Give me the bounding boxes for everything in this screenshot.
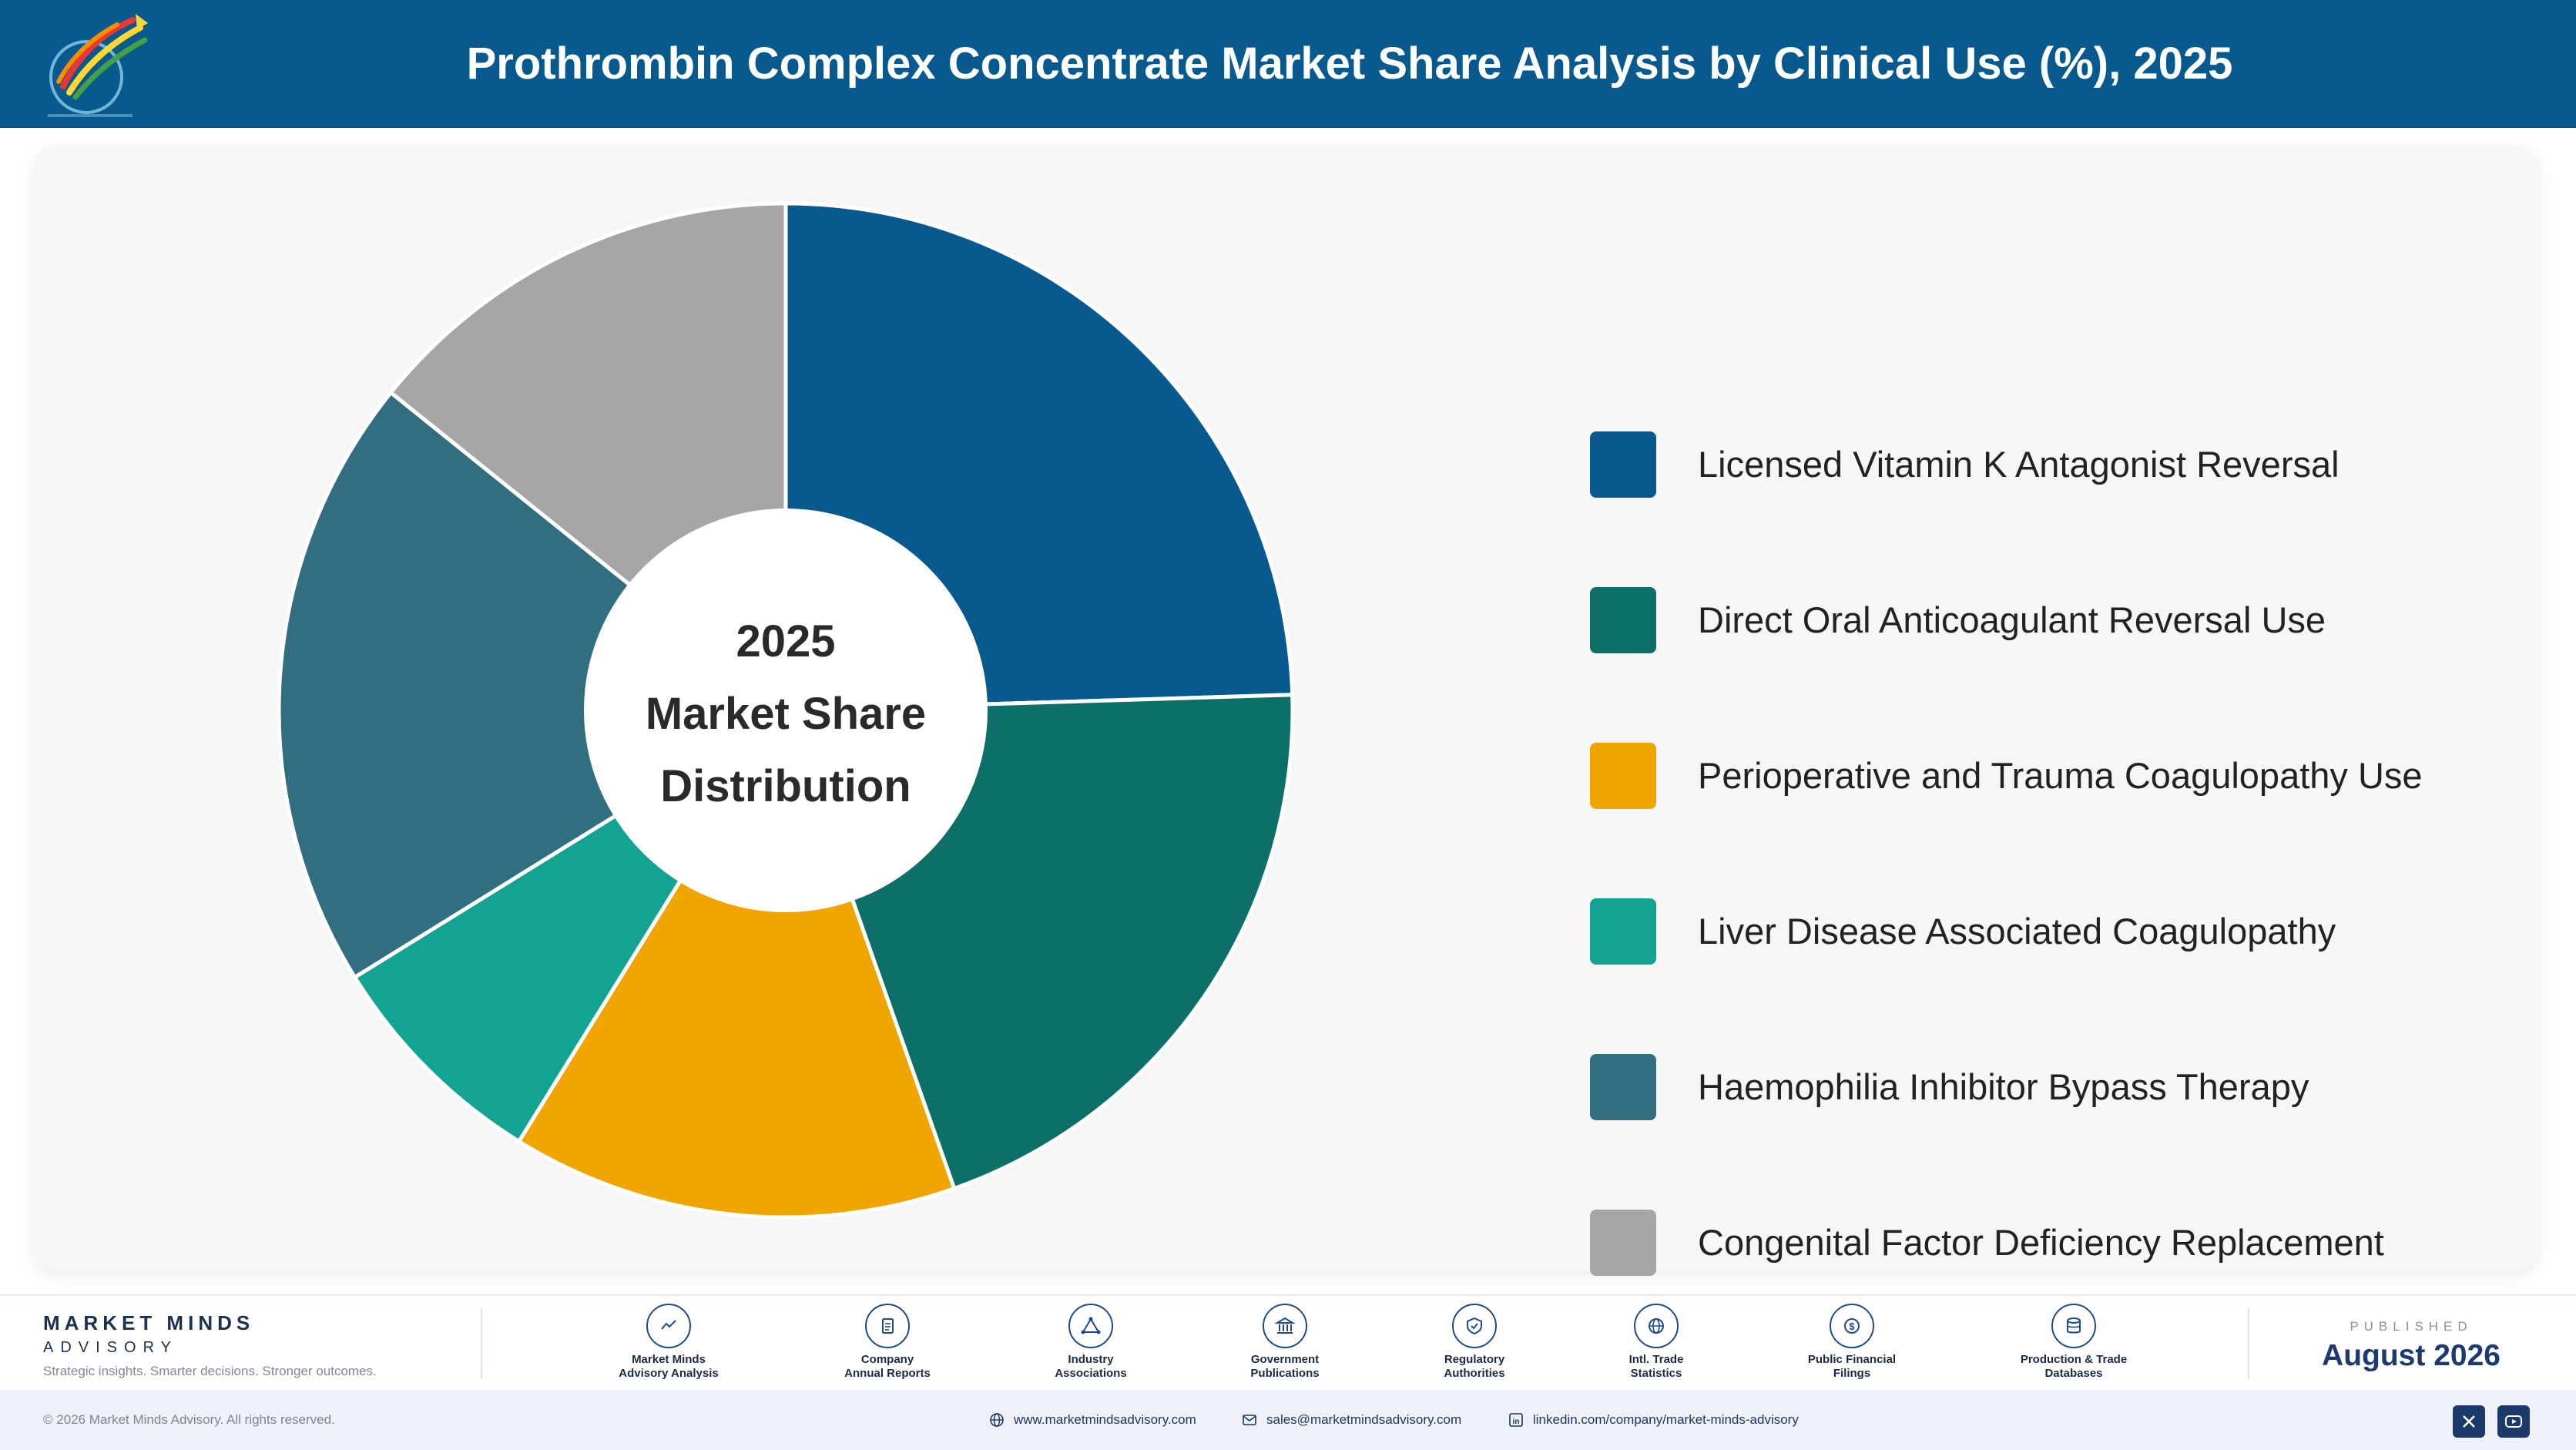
source-label: Public Financial Filings bbox=[1775, 1353, 1929, 1381]
legend-swatch bbox=[1590, 898, 1656, 965]
government-building-icon bbox=[1263, 1304, 1307, 1348]
legend-label: Direct Oral Anticoagulant Reversal Use bbox=[1698, 599, 2326, 640]
copyright-text: © 2026 Market Minds Advisory. All rights… bbox=[43, 1412, 335, 1427]
source-label-line-2: Databases bbox=[2044, 1367, 2103, 1380]
website-link[interactable]: www.marketmindsadvisory.com bbox=[989, 1390, 1196, 1450]
document-icon bbox=[865, 1304, 910, 1348]
source-item: Market Minds Advisory Analysis bbox=[592, 1304, 746, 1381]
source-label-line-2: Statistics bbox=[1630, 1367, 1682, 1380]
legend-label: Congenital Factor Deficiency Replacement bbox=[1698, 1222, 2384, 1263]
source-label: Intl. Trade Statistics bbox=[1579, 1353, 1733, 1381]
source-label: Market Minds Advisory Analysis bbox=[592, 1353, 746, 1381]
source-label-line-2: Publications bbox=[1250, 1367, 1320, 1380]
source-label-line-1: Company bbox=[860, 1353, 914, 1366]
footer-sources-bar: MARKET MINDS ADVISORY Strategic insights… bbox=[0, 1294, 2576, 1388]
pie-slice-5 bbox=[277, 389, 790, 980]
database-icon bbox=[2051, 1304, 2096, 1348]
legend-item: Perioperative and Trauma Coagulopathy Us… bbox=[1590, 743, 2530, 811]
trend-chart-icon bbox=[646, 1304, 691, 1348]
source-label-line-1: Public Financial bbox=[1807, 1353, 1897, 1366]
legend-swatch bbox=[1590, 587, 1656, 653]
source-item: Production & Trade Databases bbox=[1997, 1304, 2151, 1381]
legend-swatch bbox=[1590, 1054, 1656, 1120]
source-label-line-2: Associations bbox=[1055, 1367, 1127, 1380]
legend-item: Congenital Factor Deficiency Replacement bbox=[1590, 1210, 2530, 1277]
source-item: Intl. Trade Statistics bbox=[1579, 1304, 1733, 1381]
website-text: www.marketmindsadvisory.com bbox=[1014, 1412, 1196, 1427]
x-icon bbox=[2463, 1415, 2475, 1428]
center-label-line-2: Market Share bbox=[646, 689, 926, 739]
dollar-coin-icon: $ bbox=[1830, 1304, 1874, 1348]
source-label-line-1: Industry bbox=[1068, 1353, 1114, 1366]
brand-subtitle: ADVISORY bbox=[43, 1339, 178, 1356]
legend-swatch bbox=[1590, 1210, 1656, 1276]
published-label: PUBLISHED bbox=[2350, 1319, 2473, 1334]
x-social-button[interactable] bbox=[2453, 1405, 2485, 1438]
legend-label: Liver Disease Associated Coagulopathy bbox=[1698, 911, 2336, 952]
legend-swatch bbox=[1590, 431, 1656, 498]
published-date: August 2026 bbox=[2322, 1339, 2501, 1372]
source-label-line-1: Market Minds bbox=[632, 1353, 706, 1366]
svg-text:$: $ bbox=[1849, 1321, 1855, 1332]
source-label-line-1: Production & Trade bbox=[2020, 1353, 2128, 1366]
center-label-line-3: Distribution bbox=[660, 761, 911, 811]
source-item: Industry Associations bbox=[1014, 1304, 1168, 1381]
shield-check-icon bbox=[1452, 1304, 1497, 1348]
globe-icon bbox=[990, 1413, 1004, 1427]
source-label-line-2: Filings bbox=[1833, 1367, 1871, 1380]
source-item: Government Publications bbox=[1208, 1304, 1362, 1381]
brand-name: MARKET MINDS bbox=[43, 1311, 255, 1334]
legend-swatch bbox=[1590, 743, 1656, 809]
legend-item: Licensed Vitamin K Antagonist Reversal bbox=[1590, 431, 2530, 499]
network-icon bbox=[1068, 1304, 1113, 1348]
company-logo bbox=[48, 14, 148, 117]
source-item: Company Annual Reports bbox=[810, 1304, 964, 1381]
source-label-line-2: Authorities bbox=[1444, 1367, 1505, 1380]
legend-label: Haemophilia Inhibitor Bypass Therapy bbox=[1698, 1066, 2309, 1107]
source-item: Regulatory Authorities bbox=[1397, 1304, 1551, 1381]
page-title: Prothrombin Complex Concentrate Market S… bbox=[466, 39, 2233, 89]
legend-label: Perioperative and Trauma Coagulopathy Us… bbox=[1698, 755, 2423, 796]
footer-contact-bar: © 2026 Market Minds Advisory. All rights… bbox=[0, 1390, 2576, 1450]
source-item: $ Public Financial Filings bbox=[1775, 1304, 1929, 1381]
linkedin-link[interactable]: in linkedin.com/company/market-minds-adv… bbox=[1508, 1390, 1799, 1450]
linkedin-icon: in bbox=[1509, 1413, 1523, 1427]
youtube-social-button[interactable] bbox=[2497, 1405, 2530, 1438]
legend-item: Haemophilia Inhibitor Bypass Therapy bbox=[1590, 1054, 2530, 1122]
footer-divider bbox=[481, 1308, 482, 1379]
source-label-line-2: Annual Reports bbox=[844, 1367, 931, 1380]
youtube-icon bbox=[2505, 1415, 2522, 1428]
chart-card: 2025 Market Share Distribution Licensed … bbox=[34, 146, 2539, 1276]
source-label: Company Annual Reports bbox=[810, 1353, 964, 1381]
brand-tagline: Strategic insights. Smarter decisions. S… bbox=[43, 1364, 377, 1378]
mail-icon bbox=[1243, 1415, 1256, 1425]
email-link[interactable]: sales@marketmindsadvisory.com bbox=[1242, 1390, 1461, 1450]
donut-hole bbox=[584, 509, 988, 912]
linkedin-text: linkedin.com/company/market-minds-adviso… bbox=[1533, 1412, 1799, 1427]
source-label-line-1: Regulatory bbox=[1444, 1353, 1505, 1366]
svg-text:in: in bbox=[1513, 1418, 1520, 1426]
legend-label: Licensed Vitamin K Antagonist Reversal bbox=[1698, 444, 2340, 485]
globe-icon bbox=[1634, 1304, 1679, 1348]
center-label-line-1: 2025 bbox=[736, 616, 835, 666]
source-label-line-1: Intl. Trade bbox=[1628, 1353, 1684, 1366]
legend-item: Liver Disease Associated Coagulopathy bbox=[1590, 898, 2530, 966]
source-label: Regulatory Authorities bbox=[1397, 1353, 1551, 1381]
footer-divider bbox=[2248, 1308, 2249, 1379]
source-label-line-2: Advisory Analysis bbox=[619, 1367, 719, 1380]
email-text: sales@marketmindsadvisory.com bbox=[1266, 1412, 1462, 1427]
donut-chart: 2025 Market Share Distribution bbox=[277, 201, 1295, 1220]
legend-item: Direct Oral Anticoagulant Reversal Use bbox=[1590, 587, 2530, 655]
source-label: Industry Associations bbox=[1014, 1353, 1168, 1381]
source-label-line-1: Government bbox=[1250, 1353, 1320, 1366]
pie-slice-3 bbox=[516, 706, 957, 1220]
source-label: Production & Trade Databases bbox=[1997, 1353, 2151, 1381]
header-bar: Prothrombin Complex Concentrate Market S… bbox=[0, 0, 2576, 128]
source-label: Government Publications bbox=[1208, 1353, 1362, 1381]
